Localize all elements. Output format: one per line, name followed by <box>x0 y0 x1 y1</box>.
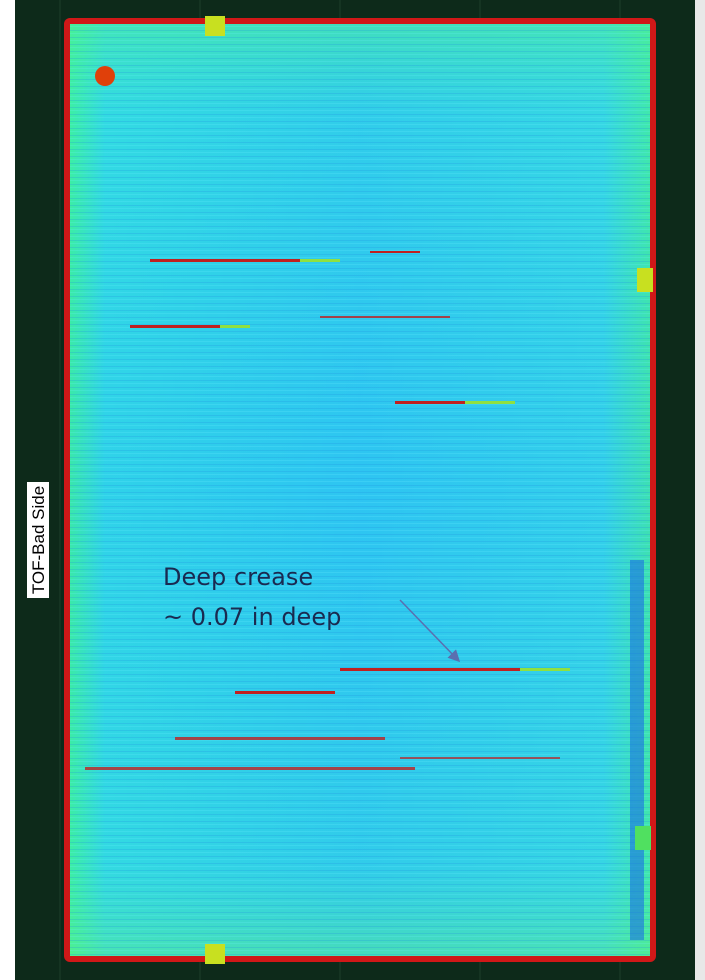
edge-band <box>630 560 644 940</box>
tab <box>637 268 653 292</box>
annotation-title: Deep crease <box>163 563 313 591</box>
side-label-group: TOF-Bad Side <box>27 482 49 598</box>
side-label: TOF-Bad Side <box>29 486 48 594</box>
hole <box>95 66 115 86</box>
tab <box>205 944 225 964</box>
panel-texture <box>70 24 650 956</box>
ruler <box>695 0 705 980</box>
scan-view: Deep crease ~ 0.07 in deep TOF-Bad Side <box>0 0 705 980</box>
tab <box>205 16 225 36</box>
tab <box>635 826 651 850</box>
page: Deep crease ~ 0.07 in deep TOF-Bad Side … <box>0 0 705 980</box>
annotation-detail: ~ 0.07 in deep <box>163 603 341 631</box>
